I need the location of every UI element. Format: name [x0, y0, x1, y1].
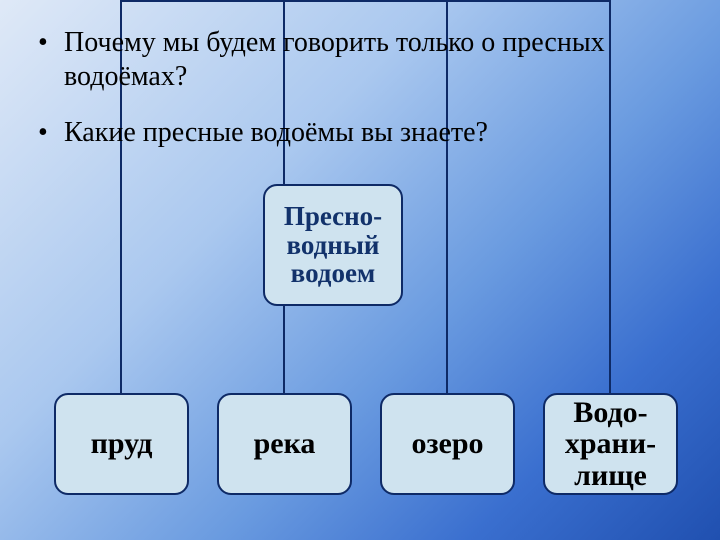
leaf-label: пруд — [91, 428, 153, 460]
leaf-node-reservoir: Водо-храни-лище — [543, 393, 678, 495]
leaf-node-lake: озеро — [380, 393, 515, 495]
leaf-node-pond: пруд — [54, 393, 189, 495]
question-list: Почему мы будем говорить только о пресны… — [30, 26, 690, 172]
leaf-label: озеро — [411, 428, 483, 460]
question-2: Какие пресные водоёмы вы знаете? — [30, 116, 690, 150]
leaf-label: Водо-храни-лище — [565, 397, 656, 492]
leaf-label: река — [254, 428, 316, 460]
slide-stage: Почему мы будем говорить только о пресны… — [0, 0, 720, 540]
center-node-label: Пресно-водный водоем — [265, 202, 401, 287]
leaf-node-river: река — [217, 393, 352, 495]
question-1: Почему мы будем говорить только о пресны… — [30, 26, 690, 94]
center-node: Пресно-водный водоем — [263, 184, 403, 306]
